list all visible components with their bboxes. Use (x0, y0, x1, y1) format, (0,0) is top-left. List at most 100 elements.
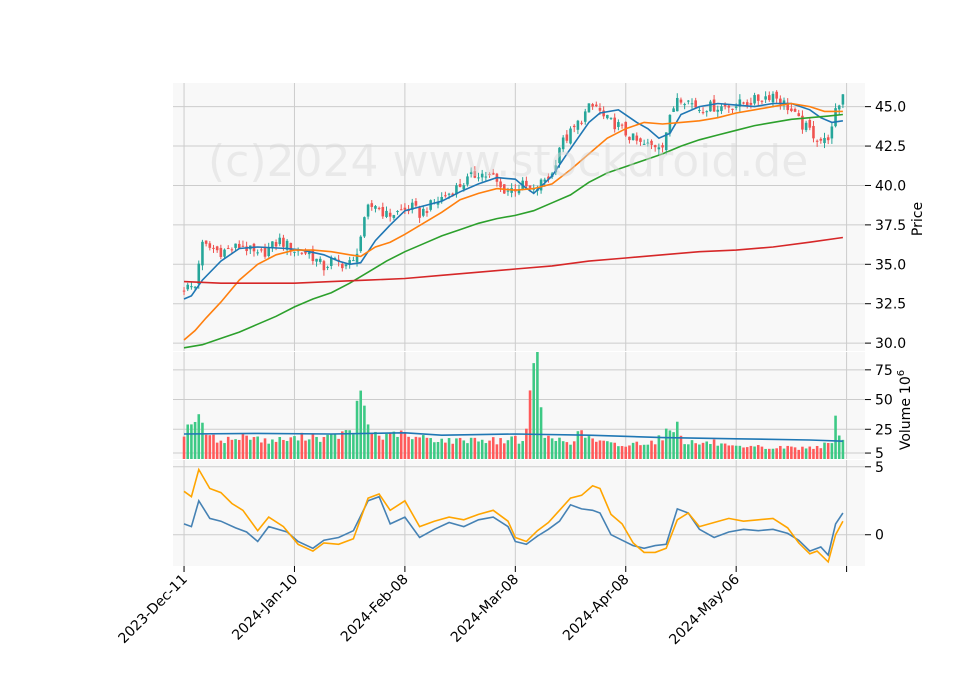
candle-body (642, 143, 646, 145)
x-tick-label: 2024-May-06 (666, 571, 743, 648)
price-y-tick-label: 40.0 (875, 178, 906, 194)
candle-body (226, 248, 230, 250)
candle-body (237, 243, 241, 249)
candle-body (282, 237, 285, 247)
volume-bar (502, 443, 506, 459)
volume-bar (267, 443, 270, 459)
candle-body (403, 207, 407, 210)
volume-bar (219, 440, 223, 459)
candle-body (595, 104, 598, 107)
volume-bar (282, 439, 285, 459)
volume-bar (193, 421, 197, 459)
candle-body (650, 140, 653, 146)
volume-bar (528, 390, 532, 459)
volume-bar (635, 441, 639, 459)
candle-body (388, 212, 392, 217)
volume-bar (271, 439, 274, 459)
volume-bar (318, 441, 322, 459)
volume-bar (558, 437, 561, 459)
volume-bar (639, 445, 642, 459)
candle-body (359, 236, 363, 252)
candle-body (609, 117, 613, 119)
candle-body (580, 122, 583, 124)
volume-bar (764, 448, 767, 459)
candle-body (466, 176, 469, 185)
volume-bar (186, 424, 190, 459)
indicator-line (183, 467, 844, 564)
volume-bar (664, 428, 668, 459)
volume-bar (499, 438, 502, 459)
volume-bar (436, 442, 440, 459)
candle-body (683, 104, 686, 106)
candle-body (256, 252, 259, 254)
candle-body (304, 250, 307, 254)
volume-bar (525, 428, 528, 459)
volume-panel: 5 25 50 75 (173, 352, 893, 462)
candle-body (366, 204, 370, 217)
candle-body (797, 113, 801, 117)
volume-bar (620, 446, 624, 459)
candle-body (355, 253, 359, 263)
candle-body (348, 260, 351, 265)
x-tick-label: 2024-Apr-08 (560, 572, 633, 645)
volume-bar (826, 443, 830, 459)
x-tick-label: 2023-Dec-11 (115, 572, 190, 647)
volume-bar (539, 407, 543, 459)
candle-body (742, 102, 745, 104)
volume-bar (679, 435, 683, 459)
volume-bar (698, 444, 701, 459)
watermark: (c)2024 www.stockdroid.de (208, 136, 808, 187)
volume-bar (352, 434, 355, 459)
candle-body (234, 243, 237, 248)
volume-bar (204, 434, 208, 459)
volume-bar (370, 432, 374, 459)
volume-bar (311, 434, 315, 459)
volume-bar (215, 442, 219, 459)
candle-body (186, 284, 190, 290)
volume-bar (300, 432, 304, 459)
volume-bar (550, 438, 554, 459)
volume-bar (705, 441, 709, 459)
volume-bar (466, 443, 469, 459)
volume-bar (661, 440, 664, 459)
candle-body (458, 184, 462, 187)
volume-bar (326, 434, 329, 459)
moving-average-line (183, 113, 843, 349)
candle-body (812, 125, 815, 139)
volume-bar (720, 443, 723, 459)
candle-body (826, 137, 830, 141)
volume-bar (462, 440, 466, 459)
volume-bar (583, 437, 587, 459)
volume-bar (230, 439, 234, 459)
candle-body (455, 185, 458, 195)
candle-body (315, 258, 318, 262)
volume-bar (653, 444, 657, 459)
volume-bar (569, 444, 572, 459)
volume-bar (517, 443, 521, 459)
candle-body (841, 94, 845, 105)
candle-body (215, 246, 219, 251)
volume-bar (348, 430, 351, 459)
candle-body (775, 91, 778, 99)
candle-body (193, 286, 197, 288)
candle-body (657, 147, 661, 150)
candle-body (646, 142, 650, 144)
volume-bar (263, 438, 267, 459)
volume-bar (510, 436, 513, 459)
candle-body (528, 185, 532, 188)
volume-bar (617, 446, 620, 459)
volume-bar (197, 414, 201, 459)
candle-body (326, 266, 329, 268)
candle-body (675, 97, 679, 112)
volume-bar (683, 444, 686, 459)
volume-bar (591, 438, 594, 459)
candle-body (558, 147, 561, 164)
candle-body (771, 93, 775, 103)
candle-body (698, 110, 701, 112)
volume-bar (609, 442, 613, 459)
candle-body (311, 249, 315, 262)
volume-bar (260, 442, 263, 459)
candle-body (679, 99, 683, 103)
candle-body (204, 240, 208, 244)
candle-body (477, 177, 480, 179)
